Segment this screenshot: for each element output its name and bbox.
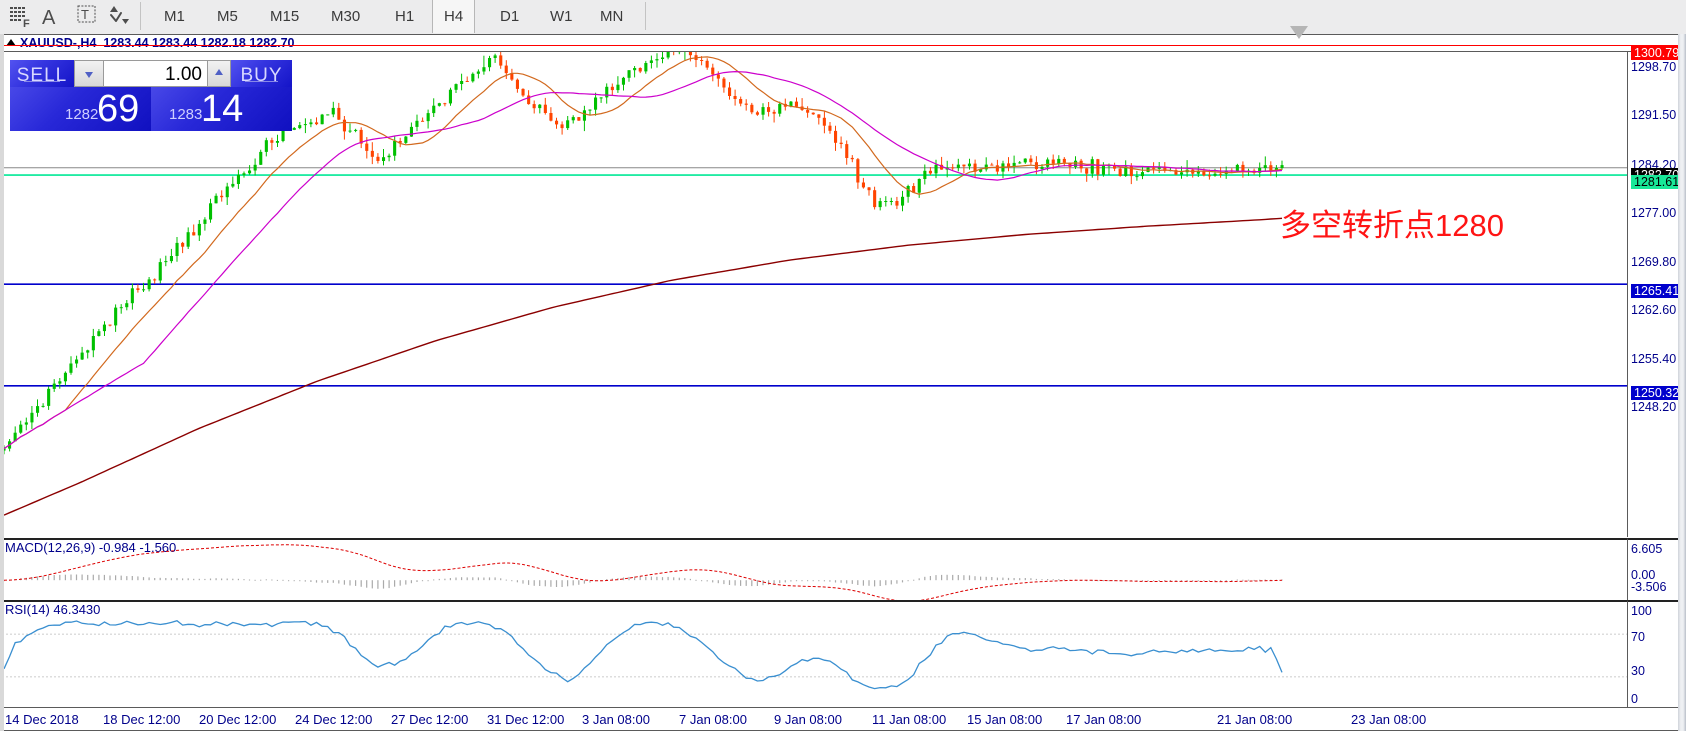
svg-text:F: F — [23, 18, 30, 30]
svg-text:T: T — [81, 7, 89, 22]
svg-text:A: A — [42, 7, 56, 29]
